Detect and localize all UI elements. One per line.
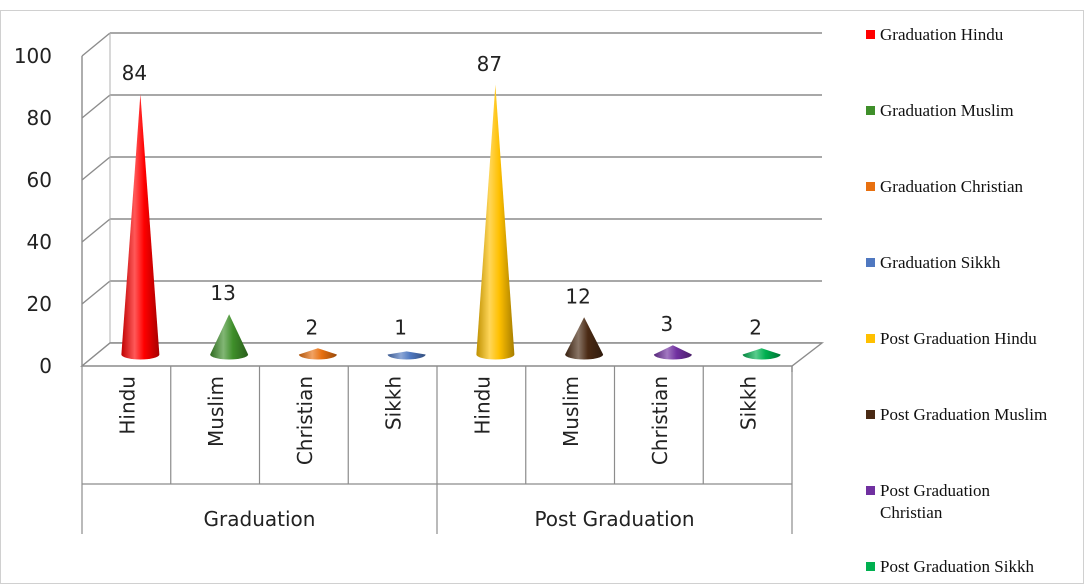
data-label: 84 xyxy=(122,61,147,85)
category-label: Hindu xyxy=(470,376,494,435)
gridline-depth xyxy=(81,218,111,243)
legend-swatch xyxy=(866,106,875,115)
data-label: 87 xyxy=(477,52,502,76)
category-label: Sikkh xyxy=(737,376,761,430)
legend-swatch xyxy=(866,334,875,343)
legend-label: Post Graduation Muslim xyxy=(880,405,1047,424)
legend-swatch xyxy=(866,258,875,267)
legend-label: Graduation Hindu xyxy=(880,25,1004,44)
y-tick-label: 60 xyxy=(27,168,52,192)
y-tick-label: 80 xyxy=(27,106,52,130)
legend-label: Christian xyxy=(880,503,943,522)
cone-graduation-christian xyxy=(298,348,337,360)
data-label: 2 xyxy=(749,315,762,339)
legend-label: Graduation Sikkh xyxy=(880,253,1001,272)
data-label: 3 xyxy=(661,312,674,336)
group-label: Post Graduation xyxy=(534,507,694,531)
gridline-depth xyxy=(81,280,111,305)
cone-graduation-sikkh xyxy=(387,351,426,360)
legend-swatch xyxy=(866,30,875,39)
y-tick-label: 20 xyxy=(27,292,52,316)
category-label: Christian xyxy=(648,376,672,465)
category-label: Sikkh xyxy=(382,376,406,430)
cone-mark xyxy=(121,94,160,360)
category-label: Hindu xyxy=(115,376,139,435)
cone-mark xyxy=(653,345,692,360)
cone-graduation-hindu xyxy=(121,94,160,360)
legend-label: Post Graduation xyxy=(880,481,991,500)
legend-swatch xyxy=(866,486,875,495)
category-label: Muslim xyxy=(559,376,583,447)
gridline-depth xyxy=(81,32,111,57)
category-label: Christian xyxy=(293,376,317,465)
cone-post-graduation-hindu xyxy=(476,84,515,360)
cone-mark xyxy=(298,348,337,360)
legend-swatch xyxy=(866,562,875,571)
data-label: 13 xyxy=(210,281,235,305)
legend-label: Graduation Christian xyxy=(880,177,1024,196)
cone-graduation-muslim xyxy=(210,314,249,360)
y-tick-label: 0 xyxy=(39,354,52,378)
cone-mark xyxy=(565,317,604,360)
legend-label: Post Graduation Hindu xyxy=(880,329,1037,348)
cone-post-graduation-christian xyxy=(653,345,692,360)
cone-post-graduation-sikkh xyxy=(742,348,781,360)
legend-swatch xyxy=(866,410,875,419)
legend: Graduation Hindu Graduation Muslim Graduat… xyxy=(866,25,1047,576)
y-tick-label: 40 xyxy=(27,230,52,254)
cone-mark xyxy=(210,314,249,360)
gridline-depth xyxy=(81,94,111,119)
category-label: Muslim xyxy=(204,376,228,447)
data-label: 2 xyxy=(306,315,319,339)
legend-label: Graduation Muslim xyxy=(880,101,1014,120)
cone-mark xyxy=(387,351,426,360)
chart-floor xyxy=(80,342,825,367)
cone-mark xyxy=(742,348,781,360)
cone-post-graduation-muslim xyxy=(565,317,604,360)
cone-mark xyxy=(476,84,515,360)
category-axis xyxy=(81,366,793,534)
chart-frame xyxy=(0,10,1084,584)
legend-swatch xyxy=(866,182,875,191)
data-label: 1 xyxy=(394,316,407,340)
group-label: Graduation xyxy=(204,507,316,531)
gridline-depth xyxy=(81,156,111,181)
data-label: 12 xyxy=(565,284,590,308)
y-tick-label: 100 xyxy=(14,44,52,68)
legend-label: Post Graduation Sikkh xyxy=(880,557,1034,576)
gridlines xyxy=(81,32,822,367)
